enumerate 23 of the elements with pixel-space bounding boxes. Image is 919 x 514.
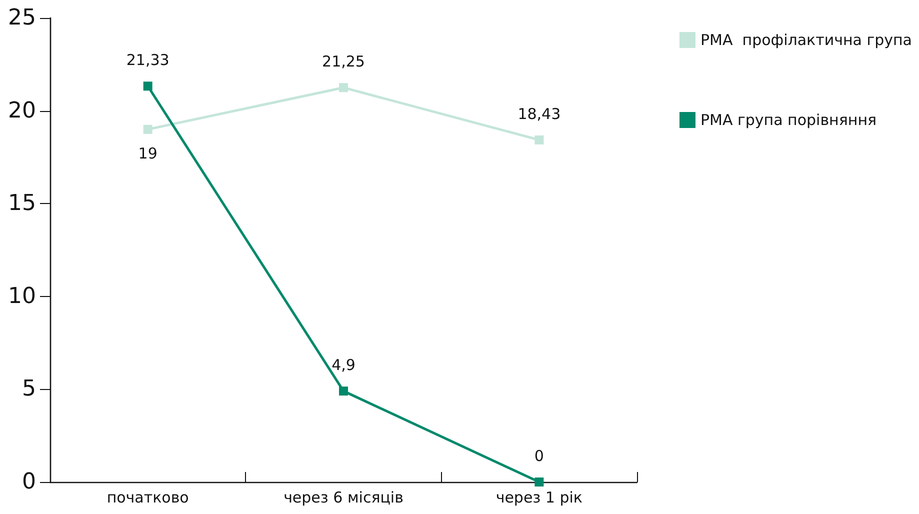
legend-label: РМА група порівняння (700, 111, 877, 129)
point (339, 386, 348, 396)
x-tick-label: через 1 рік (496, 488, 582, 506)
point (143, 82, 152, 91)
y-tick-label: 0 (22, 470, 36, 494)
y-tick-label: 25 (8, 6, 36, 30)
point (534, 478, 544, 486)
legend-label: РМА профілактична група (700, 31, 912, 49)
x-tick-label: початково (106, 488, 189, 506)
data-label: 21,33 (126, 51, 170, 70)
data-label: 19 (138, 144, 158, 162)
point (143, 124, 152, 134)
y-tick-label: 10 (8, 284, 36, 309)
data-label: 4,9 (332, 356, 356, 374)
data-label: 0 (534, 447, 544, 465)
y-tick-label: 15 (8, 191, 36, 216)
y-tick-label: 20 (8, 98, 36, 124)
x-tick-label: через 6 місяців (284, 488, 404, 506)
point (534, 135, 544, 144)
data-label: 18,43 (518, 104, 561, 123)
point (339, 83, 348, 92)
data-label: 21,25 (322, 52, 365, 71)
y-tick-label: 5 (22, 376, 36, 402)
